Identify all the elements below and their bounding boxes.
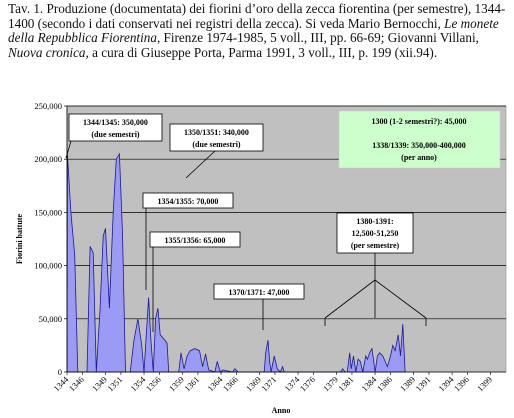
- x-tick-label: 1351: [105, 374, 124, 393]
- caption-text-1: Tav. 1. Produzione (documentata) dei fio…: [8, 1, 506, 31]
- x-tick-label: 1364: [205, 374, 225, 394]
- x-tick-label: 1354: [128, 374, 148, 394]
- annotation: 1355/1356: 65,000: [149, 231, 241, 332]
- x-tick-label: 1376: [298, 374, 317, 393]
- bracket-line: [374, 279, 427, 319]
- annotation-text: 1354/1355: 70,000: [158, 197, 219, 206]
- x-tick-label: 1399: [475, 374, 494, 393]
- annotation-leader: [185, 150, 216, 179]
- annotation-text: (due semestri): [91, 130, 140, 139]
- x-tick-label: 1359: [167, 374, 186, 393]
- figure-caption: Tav. 1. Produzione (documentata) dei fio…: [8, 1, 508, 60]
- x-tick-label: 1389: [398, 374, 417, 393]
- annotation-text: (per semestre): [351, 241, 400, 250]
- note-box: [338, 110, 501, 169]
- x-tick-label: 1346: [67, 374, 86, 393]
- annotation-leader: [65, 140, 72, 159]
- annotation: 1350/1351: 340,000 (due semestri): [169, 123, 264, 179]
- annotation-text: 1350/1351: 340,000: [184, 128, 249, 137]
- annotation: 1370/1371: 47,000: [213, 283, 305, 330]
- x-tick-label: 1374: [282, 374, 302, 394]
- x-tick-label: 1371: [259, 374, 278, 393]
- x-tick-label: 1366: [221, 374, 240, 393]
- x-tick-label: 1396: [452, 374, 471, 393]
- note-text: 1300 (1-2 semestri?): 45,000: [371, 117, 466, 126]
- annotation-box: [213, 283, 305, 300]
- y-tick-label: 200,000: [34, 154, 62, 164]
- annotation-text: 12,500-51,250: [352, 229, 399, 238]
- annotation: 1344/1345: 350,000 (due semestri): [65, 113, 163, 159]
- annotation: 1380-1391: 12,500-51,250 (per semestre): [336, 212, 414, 280]
- x-tick-label: 1394: [436, 374, 456, 394]
- y-tick-label: 150,000: [34, 207, 62, 217]
- annotation-box: [149, 231, 241, 248]
- x-tick-label: 1381: [336, 374, 355, 393]
- y-axis-ticks: 0 50,000 100,000 150,000 200,000 250,000: [34, 101, 67, 377]
- annotation-box: [142, 192, 234, 209]
- annotation-text: 1380-1391:: [356, 217, 393, 226]
- gridlines: [67, 105, 506, 320]
- x-tick-label: 1384: [359, 374, 379, 394]
- production-area: [66, 152, 406, 373]
- x-tick-label: 1349: [90, 374, 109, 393]
- annotations: 1344/1345: 350,000(due semestri) 1350/135…: [65, 113, 427, 332]
- x-tick-label: 1369: [244, 374, 263, 393]
- annotation-box: [336, 212, 414, 254]
- y-tick-label: 50,000: [39, 314, 62, 324]
- caption-title-1: Le monete della Repubblica Fiorentina: [8, 15, 499, 46]
- caption-text-3: , a cura di Giuseppe Porta, Parma 1991, …: [85, 44, 438, 60]
- legend-note: 1300 (1-2 semestri?): 45,000 1338/1339: 3…: [338, 110, 501, 169]
- annotation: 1354/1355: 70,000: [142, 192, 234, 290]
- y-tick-label: 0: [58, 367, 62, 377]
- annotation-text: (due semestri): [192, 140, 241, 149]
- x-tick-label: 1356: [144, 374, 163, 393]
- x-axis-label: Anno: [272, 406, 291, 415]
- x-tick-label: 1344: [51, 374, 71, 394]
- x-tick-label: 1391: [413, 374, 432, 393]
- annotation-text: 1344/1345: 350,000: [83, 118, 148, 127]
- annotation-bracket: [324, 279, 427, 326]
- caption-text-2: , Firenze 1974-1985, 5 voll., III, pp. 6…: [156, 30, 479, 46]
- y-tick-label: 250,000: [34, 101, 62, 111]
- annotation-text: 1355/1356: 65,000: [165, 236, 226, 245]
- annotation-box: [169, 123, 264, 152]
- note-text: (per anno): [401, 153, 437, 162]
- y-tick-label: 100,000: [34, 261, 62, 271]
- annotation-box: [68, 113, 163, 142]
- note-text: 1338/1339: 350,000-400,000: [372, 141, 466, 150]
- annotation-text: 1370/1371: 47,000: [229, 288, 290, 297]
- bracket-line: [324, 279, 376, 319]
- x-tick-label: 1386: [375, 374, 394, 393]
- y-axis-label: Fiorini battute: [15, 214, 24, 264]
- caption-title-2: Nuova cronica: [8, 44, 86, 60]
- x-tick-label: 1379: [321, 374, 340, 393]
- x-tick-label: 1361: [182, 374, 201, 393]
